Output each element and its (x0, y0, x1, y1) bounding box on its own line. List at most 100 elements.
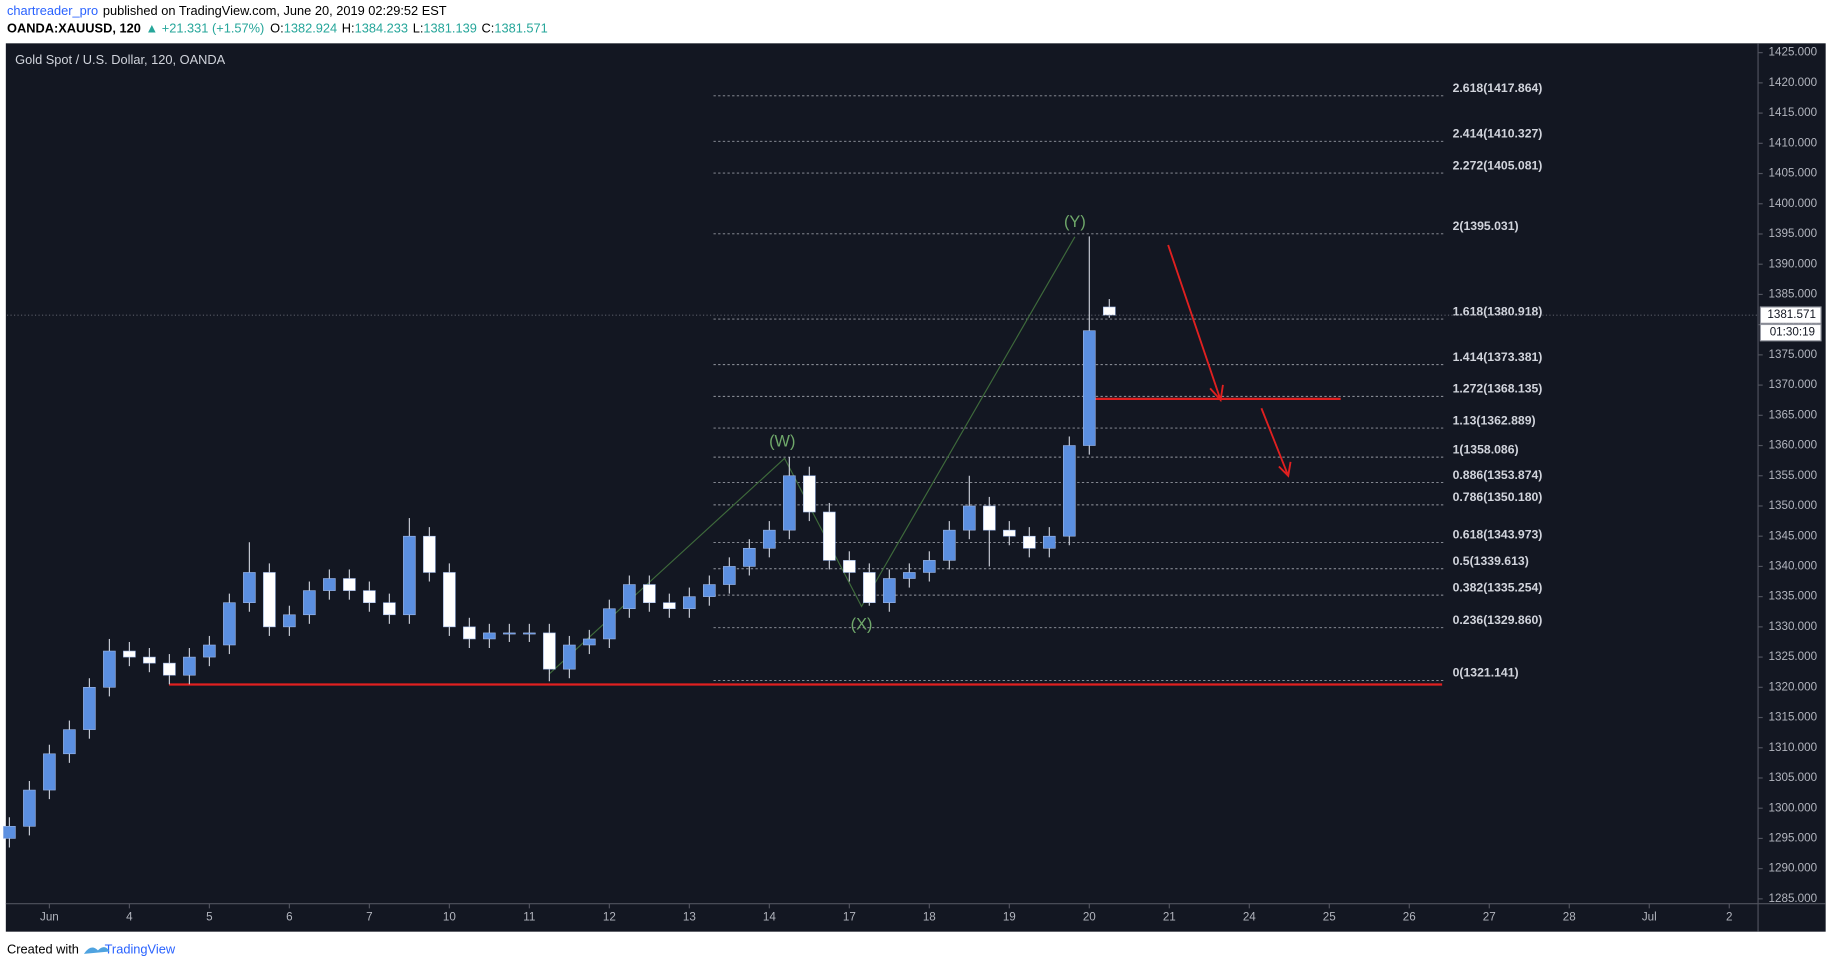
x-tick-label: 18 (923, 911, 936, 924)
y-tick-label: 1385.000 (1769, 287, 1818, 300)
y-tick-label: 1315.000 (1769, 711, 1818, 724)
candle-body (523, 632, 536, 635)
last-price-label: 1381.571 (1767, 308, 1816, 321)
y-tick-label: 1355.000 (1769, 469, 1818, 482)
candle-body (1063, 445, 1076, 537)
fib-label: 0.786(1350.180) (1453, 490, 1543, 504)
l-label: L: (413, 21, 424, 36)
y-tick-label: 1365.000 (1769, 408, 1818, 421)
publish-line: chartreader_pro published on TradingView.… (7, 3, 447, 18)
candle-body (243, 572, 256, 603)
candle-body (783, 475, 796, 531)
fib-label: 0(1321.141) (1453, 666, 1519, 680)
fib-label: 2(1395.031) (1453, 219, 1519, 233)
fib-label: 0.886(1353.874) (1453, 468, 1543, 482)
candle-body (963, 505, 976, 531)
y-tick-label: 1350.000 (1769, 499, 1818, 512)
fib-label: 0.236(1329.860) (1453, 613, 1543, 627)
h-value: 1384.233 (355, 21, 408, 36)
x-tick-label: 24 (1243, 911, 1256, 924)
created-with: Created with (7, 942, 79, 957)
y-tick-label: 1320.000 (1769, 680, 1818, 693)
candle-body (443, 572, 456, 628)
c-value: 1381.571 (494, 21, 547, 36)
y-tick-label: 1425.000 (1769, 46, 1818, 59)
candle-body (463, 626, 476, 640)
candle-body (1043, 535, 1056, 549)
y-tick-label: 1345.000 (1769, 529, 1818, 542)
y-tick-label: 1400.000 (1769, 197, 1818, 210)
y-tick-label: 1395.000 (1769, 227, 1818, 240)
candle-body (723, 566, 736, 585)
fib-label: 1(1358.086) (1453, 442, 1519, 456)
candle-body (583, 638, 596, 646)
arrow (1260, 407, 1292, 478)
o-value: 1382.924 (284, 21, 337, 36)
candle-body (1023, 535, 1036, 549)
candle-body (403, 535, 416, 616)
candle-body (843, 560, 856, 573)
candle-body (423, 535, 436, 573)
wave-label: (X) (851, 615, 873, 633)
candle-body (743, 547, 756, 567)
countdown: 01:30:19 (1770, 326, 1815, 339)
y-tick-label: 1285.000 (1769, 892, 1818, 905)
candle-body (643, 584, 656, 603)
candle-body (1083, 330, 1096, 446)
candle-body (543, 632, 556, 670)
countdown-box (1759, 323, 1822, 342)
candle-body (103, 650, 116, 688)
candle-body (23, 789, 36, 827)
symbol-line: OANDA:XAUUSD, 120 ▲ +21.331 (+1.57%) O:138… (7, 21, 548, 36)
fib-label: 0.618(1343.973) (1453, 528, 1543, 542)
x-tick-label: 26 (1403, 911, 1416, 924)
last-price-box (1759, 306, 1822, 324)
o-label: O: (270, 21, 284, 36)
y-tick-label: 1420.000 (1769, 76, 1818, 89)
candle-body (143, 656, 156, 664)
candle-body (563, 644, 576, 670)
y-tick-label: 1290.000 (1769, 862, 1818, 875)
brand[interactable]: TradingView (105, 942, 176, 957)
y-tick-label: 1360.000 (1769, 439, 1818, 452)
candle-body (1103, 306, 1116, 316)
x-tick-label: 21 (1163, 911, 1176, 924)
candle-body (703, 584, 716, 597)
y-tick-label: 1410.000 (1769, 136, 1818, 149)
x-tick-label: 2 (1726, 911, 1732, 924)
x-tick-label: 4 (126, 911, 133, 924)
x-tick-label: 7 (366, 911, 372, 924)
author[interactable]: chartreader_pro (7, 3, 98, 18)
y-tick-label: 1325.000 (1769, 650, 1818, 663)
arrow (1167, 244, 1224, 403)
x-tick-label: 14 (763, 911, 776, 924)
fib-label: 0.5(1339.613) (1453, 554, 1529, 568)
x-tick-label: Jun (40, 911, 59, 924)
candle-body (63, 729, 76, 755)
candle-body (123, 650, 136, 658)
candle-body (83, 687, 96, 730)
y-tick-label: 1310.000 (1769, 741, 1818, 754)
x-tick-label: 10 (443, 911, 456, 924)
published: published on TradingView.com, June 20, 2… (103, 3, 447, 18)
candle-body (183, 656, 196, 676)
x-tick-label: Jul (1642, 911, 1657, 924)
candle-body (3, 826, 16, 839)
x-tick-label: 25 (1323, 911, 1336, 924)
candle-body (663, 602, 676, 610)
y-tick-label: 1330.000 (1769, 620, 1818, 633)
wave-label: (W) (769, 432, 795, 450)
candle-body (763, 529, 776, 549)
candle-body (903, 572, 916, 579)
fib-label: 1.13(1362.889) (1453, 413, 1536, 427)
wave-label: (Y) (1064, 213, 1086, 231)
fib-label: 1.618(1380.918) (1453, 304, 1543, 318)
y-tick-label: 1390.000 (1769, 257, 1818, 270)
y-tick-label: 1405.000 (1769, 167, 1818, 180)
candle-body (603, 608, 616, 640)
x-tick-label: 27 (1483, 911, 1496, 924)
candle-body (923, 560, 936, 573)
candle-body (943, 529, 956, 561)
x-tick-label: 6 (286, 911, 292, 924)
